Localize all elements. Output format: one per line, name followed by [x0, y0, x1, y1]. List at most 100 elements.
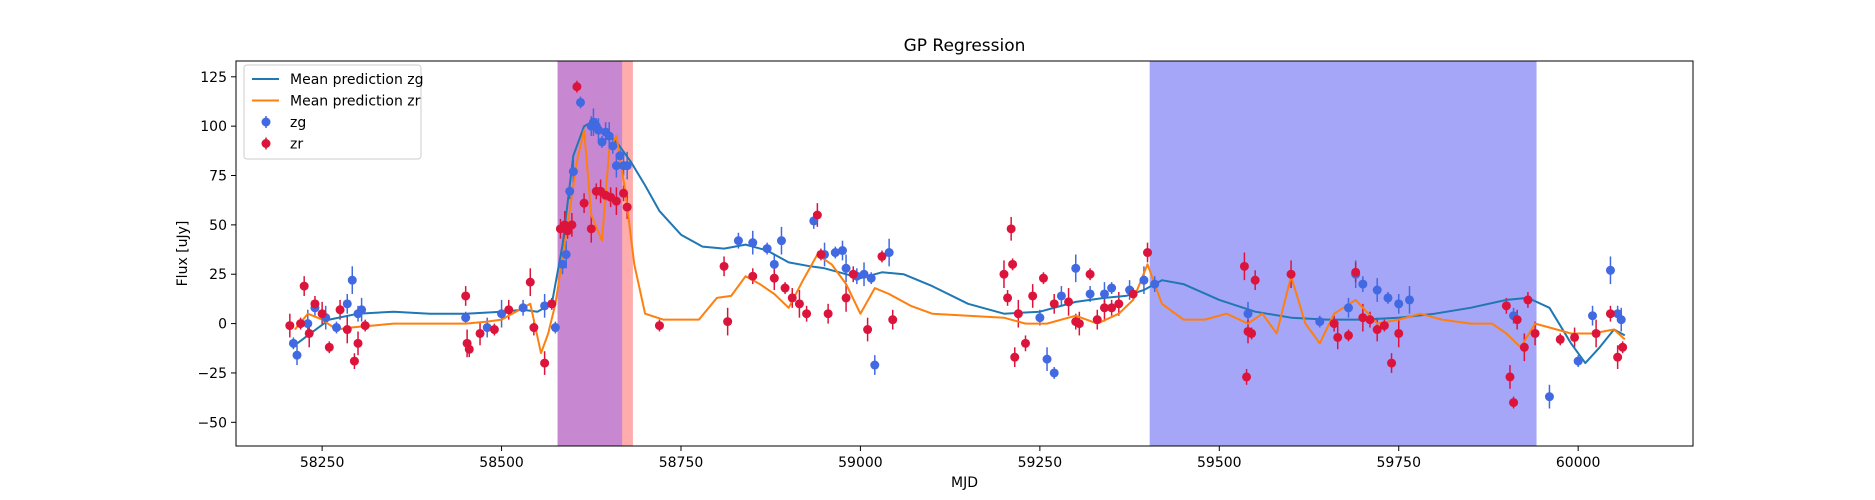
data-point-zr: [654, 321, 664, 331]
data-point-zr: [572, 82, 582, 92]
data-point-zr: [877, 251, 887, 261]
y-axis-label: Flux [uJy]: [175, 221, 191, 287]
data-point-zg: [1071, 263, 1081, 273]
data-point-zr: [1085, 269, 1095, 279]
data-point-zr: [353, 338, 363, 348]
data-point-zr: [1092, 315, 1102, 325]
data-point-zg: [622, 161, 632, 171]
data-point-zr: [360, 321, 370, 331]
data-point-zr: [504, 305, 514, 315]
data-point-zr: [622, 202, 632, 212]
data-point-zg: [497, 309, 507, 319]
y-axis-ticks: −50 −25 0 25 50 75 100 125: [197, 70, 236, 431]
data-point-zr: [1329, 319, 1339, 329]
y-tick-label: −25: [197, 366, 227, 382]
data-point-zg: [1315, 317, 1325, 327]
y-tick-label: 100: [200, 119, 227, 135]
data-point-zr: [567, 220, 577, 230]
data-point-zr: [1387, 358, 1397, 368]
data-point-zg: [733, 236, 743, 246]
data-point-zr: [863, 325, 873, 335]
data-point-zr: [461, 291, 471, 301]
data-point-zg: [288, 338, 298, 348]
data-point-zr: [1049, 299, 1059, 309]
data-point-zr: [525, 277, 535, 287]
shaded-regions: [557, 61, 1537, 446]
data-point-zg: [884, 248, 894, 258]
y-tick-label: 0: [218, 317, 227, 333]
x-tick-label: 59750: [1376, 455, 1421, 471]
data-point-zr: [1351, 267, 1361, 277]
data-point-zg: [550, 323, 560, 333]
data-point-zr: [1128, 289, 1138, 299]
data-point-zr: [794, 299, 804, 309]
data-point-zr: [769, 273, 779, 283]
data-point-zg: [608, 141, 618, 151]
data-point-zg: [576, 97, 586, 107]
data-point-zr: [489, 325, 499, 335]
data-point-zr: [999, 269, 1009, 279]
data-point-zr: [1372, 325, 1382, 335]
data-point-zr: [1591, 328, 1601, 338]
data-point-zg: [561, 249, 571, 259]
data-point-zr: [1523, 295, 1533, 305]
data-point-zr: [285, 321, 295, 331]
x-tick-label: 59500: [1197, 455, 1242, 471]
data-point-zg: [1085, 289, 1095, 299]
data-point-zg: [597, 137, 607, 147]
data-point-zg: [1056, 291, 1066, 301]
data-point-zr: [586, 224, 596, 234]
data-point-zg: [1343, 303, 1353, 313]
data-point-zr: [1107, 303, 1117, 313]
data-point-zr: [1379, 321, 1389, 331]
data-point-zr: [1365, 315, 1375, 325]
data-point-zg: [1042, 354, 1052, 364]
data-point-zr: [723, 317, 733, 327]
legend-box: [243, 64, 422, 160]
data-point-zr: [464, 344, 474, 354]
data-point-zr: [823, 309, 833, 319]
data-point-zg: [1616, 315, 1626, 325]
x-tick-label: 58500: [479, 455, 524, 471]
x-tick-label: 59250: [1018, 455, 1063, 471]
data-point-zg: [1358, 279, 1368, 289]
data-point-zg: [1243, 309, 1253, 319]
data-point-zr: [540, 358, 550, 368]
data-point-zr: [1143, 248, 1153, 258]
x-tick-label: 58750: [659, 455, 704, 471]
data-point-zg: [1404, 295, 1414, 305]
data-point-zr: [335, 305, 345, 315]
data-point-zr: [342, 325, 352, 335]
data-point-zr: [1501, 301, 1511, 311]
data-point-zr: [816, 249, 826, 259]
data-point-zr: [1099, 303, 1109, 313]
legend-marker-swatch: [261, 117, 271, 127]
data-point-zr: [349, 356, 359, 366]
data-point-zg: [342, 299, 352, 309]
x-tick-label: 60000: [1556, 455, 1601, 471]
data-point-zg: [841, 263, 851, 273]
data-point-zr: [1613, 352, 1623, 362]
data-point-zg: [331, 323, 341, 333]
data-point-zr: [1021, 338, 1031, 348]
legend-entry: Mean prediction zr: [290, 94, 421, 110]
data-point-zr: [1570, 332, 1580, 342]
data-point-zr: [841, 293, 851, 303]
data-point-zr: [802, 309, 812, 319]
data-point-zr: [1343, 330, 1353, 340]
data-point-zg: [292, 350, 302, 360]
data-point-zr: [1013, 309, 1023, 319]
plot-frame: [235, 60, 1694, 447]
x-axis-ticks: 58250 58500 58750 59000 59250 59500 59750 60000: [300, 446, 1601, 471]
y-tick-label: 50: [209, 218, 227, 234]
data-point-zg: [859, 269, 869, 279]
data-point-zr: [619, 188, 629, 198]
data-point-zr: [1530, 328, 1540, 338]
data-point-zg: [540, 301, 550, 311]
data-point-zr: [299, 281, 309, 291]
data-point-zg: [769, 259, 779, 269]
data-point-zg: [1035, 313, 1045, 323]
data-points: [285, 82, 1628, 408]
data-point-zr: [529, 323, 539, 333]
data-point-zg: [830, 248, 840, 258]
